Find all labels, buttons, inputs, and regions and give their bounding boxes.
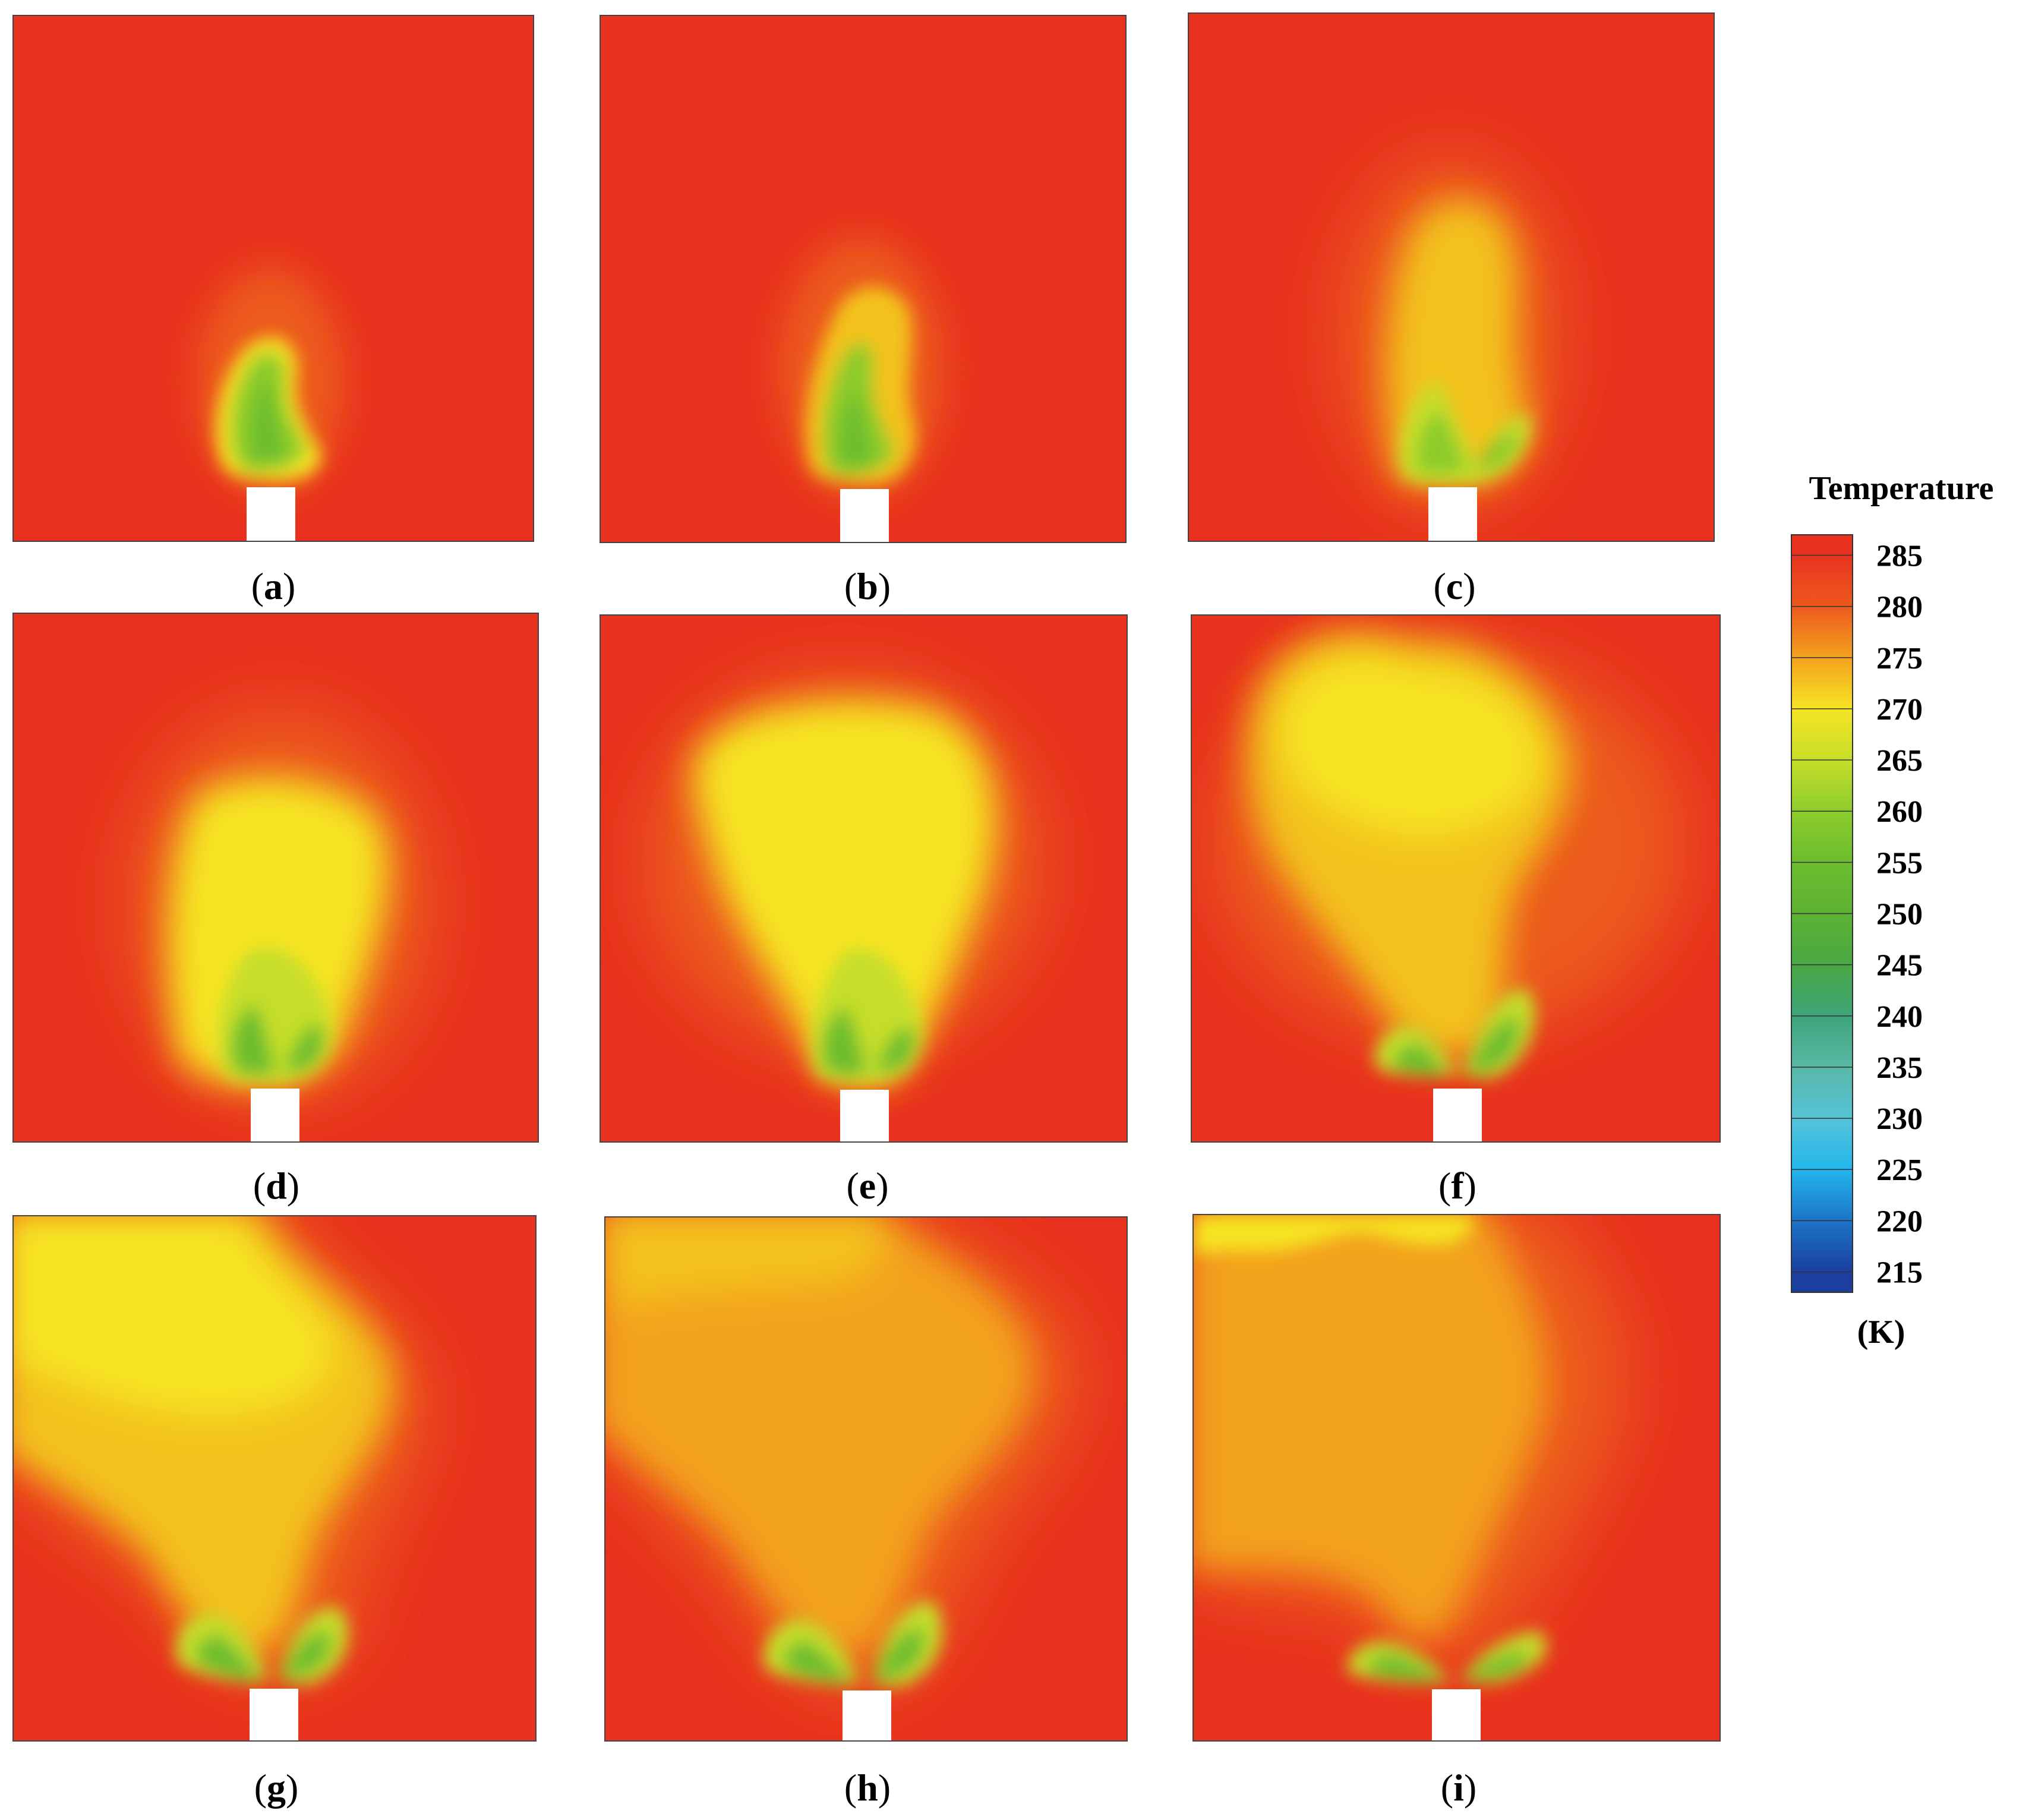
panel-c-label: (c) xyxy=(1433,565,1475,607)
panel-a-field xyxy=(13,15,534,541)
panel-b-field xyxy=(600,15,1126,542)
colorbar-ticks: 285 280 275 270 265 260 255 250 245 240 235 230 225 2… xyxy=(1791,539,1923,1290)
colorbar-tick-label: 240 xyxy=(1876,1000,1923,1034)
colorbar-tick-label: 230 xyxy=(1876,1102,1923,1136)
panel-c-field xyxy=(1188,13,1714,541)
panel-i: (i) xyxy=(1192,1214,1721,1809)
panel-h: (h) xyxy=(604,1216,1128,1809)
colorbar-tick-label: 215 xyxy=(1876,1256,1923,1290)
panel-h-label: (h) xyxy=(844,1767,891,1809)
panel-g-label: (g) xyxy=(254,1767,299,1809)
panel-i-label: (i) xyxy=(1441,1767,1476,1809)
panel-c: (c) xyxy=(1188,12,1715,607)
panel-f: (f) xyxy=(1191,614,1721,1207)
panel-d-field xyxy=(13,613,538,1142)
colorbar-tick-label: 250 xyxy=(1876,898,1923,932)
colorbar-tick-label: 265 xyxy=(1876,744,1923,778)
colorbar-tick-label: 260 xyxy=(1876,795,1923,829)
panel-b-label: (b) xyxy=(844,565,891,607)
panel-g: (g) xyxy=(12,1215,537,1809)
panel-i-field xyxy=(1193,1215,1720,1741)
panel-b: (b) xyxy=(600,15,1127,607)
panel-f-label: (f) xyxy=(1438,1165,1476,1207)
colorbar: Temperature 2852802752702652602552502452… xyxy=(1791,470,1994,1351)
colorbar-tick-label: 245 xyxy=(1876,949,1923,983)
panel-e: (e) xyxy=(600,614,1128,1207)
panel-d-label: (d) xyxy=(253,1165,299,1207)
colorbar-unit: (K) xyxy=(1857,1314,1905,1351)
colorbar-tick-label: 255 xyxy=(1876,846,1923,880)
colorbar-tick-label: 275 xyxy=(1876,642,1923,676)
panel-h-field xyxy=(605,1217,1127,1741)
colorbar-title: Temperature xyxy=(1809,470,1993,507)
colorbar-tick-label: 235 xyxy=(1876,1051,1923,1085)
colorbar-tick-label: 285 xyxy=(1876,539,1923,573)
panel-g-field xyxy=(13,1216,536,1741)
colorbar-tick-label: 220 xyxy=(1876,1204,1923,1238)
panel-f-field xyxy=(1191,615,1720,1142)
panel-e-label: (e) xyxy=(846,1165,888,1207)
colorbar-tick-label: 280 xyxy=(1876,591,1923,624)
panel-e-field xyxy=(600,615,1127,1142)
panel-d: (d) xyxy=(12,613,539,1207)
colorbar-tick-label: 270 xyxy=(1876,693,1923,727)
panel-a: (a) xyxy=(12,15,534,607)
panel-a-label: (a) xyxy=(251,565,296,607)
colorbar-tick-label: 225 xyxy=(1876,1153,1923,1187)
